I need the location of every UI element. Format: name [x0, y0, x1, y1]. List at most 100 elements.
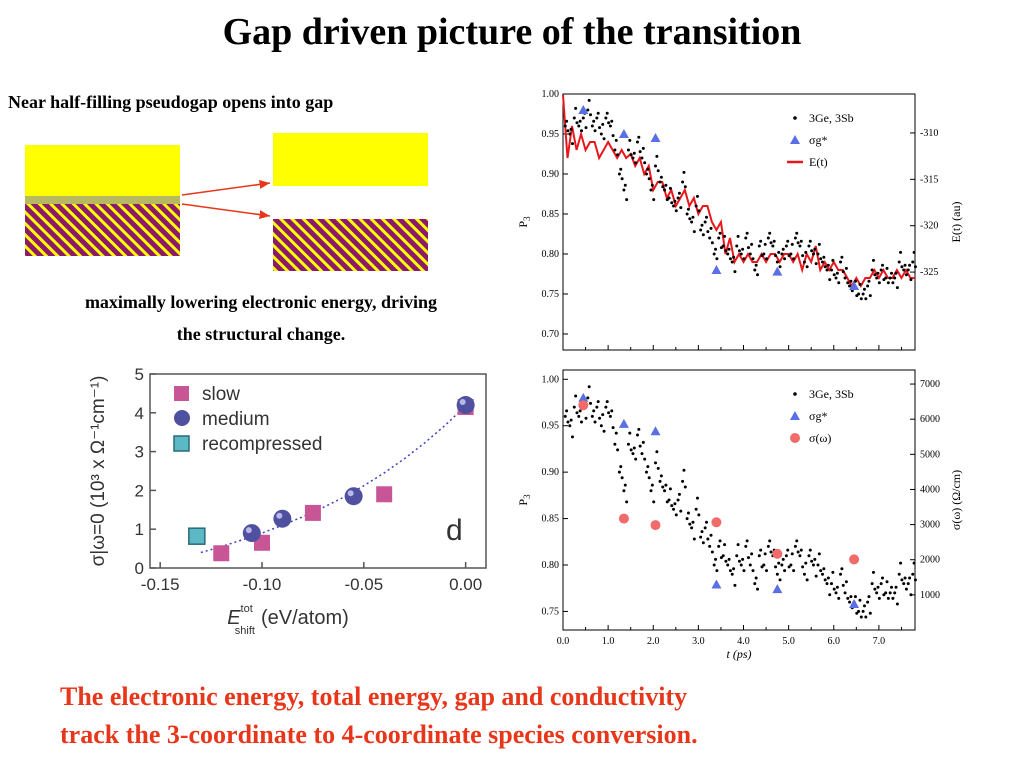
data-dot — [688, 522, 692, 526]
x-tick-label: 3.0 — [692, 636, 705, 647]
data-dot — [793, 236, 797, 240]
data-dot — [663, 489, 667, 493]
data-dot — [610, 409, 614, 413]
sigma-omega-point — [711, 517, 722, 528]
data-dot — [728, 257, 732, 261]
data-dot — [857, 609, 861, 613]
data-dot — [877, 281, 881, 285]
x-tick-label: 0.0 — [557, 636, 570, 647]
data-dot — [705, 520, 709, 524]
data-dot — [656, 466, 660, 470]
sigma-g-triangle — [772, 584, 783, 594]
data-dot — [664, 183, 668, 187]
data-dot — [808, 239, 812, 243]
data-dot — [683, 485, 687, 489]
legend-triangle — [790, 135, 800, 144]
data-dot — [792, 257, 796, 261]
data-dot — [699, 535, 703, 539]
data-dot — [736, 234, 740, 238]
data-dot — [822, 255, 826, 259]
data-dot — [565, 409, 569, 413]
data-dot — [577, 414, 581, 418]
data-dot — [828, 593, 832, 597]
y-tick-label: 0.75 — [542, 289, 560, 300]
data-dot — [861, 292, 865, 296]
data-dot — [673, 502, 677, 506]
data-dot — [876, 271, 880, 275]
data-dot — [897, 260, 901, 264]
data-dot — [891, 281, 895, 285]
y-axis-label: P3 — [516, 494, 532, 506]
data-dot — [906, 268, 910, 272]
arrow-to-valence — [181, 203, 271, 220]
data-dot — [613, 442, 617, 446]
right-valence-band — [273, 219, 428, 271]
y-tick-label: 0.90 — [542, 467, 560, 478]
data-dot — [626, 148, 630, 152]
data-dot — [578, 119, 582, 123]
data-dot — [778, 578, 782, 582]
legend-marker — [174, 386, 189, 401]
data-dot — [783, 257, 787, 261]
data-dot — [673, 199, 677, 203]
data-dot — [768, 231, 772, 235]
data-dot — [841, 583, 845, 587]
data-dot — [686, 207, 690, 211]
data-dot — [604, 405, 608, 409]
caption-line-1: maximally lowering electronic energy, dr… — [84, 292, 438, 312]
sigma-omega-point — [650, 520, 661, 531]
data-dot — [681, 180, 685, 184]
data-dot — [670, 504, 674, 508]
data-dot — [859, 615, 863, 619]
data-dot — [897, 572, 901, 576]
data-dot — [663, 188, 667, 192]
data-dot — [744, 236, 748, 240]
data-dot — [858, 598, 862, 602]
data-dot — [862, 287, 866, 291]
data-dot — [699, 228, 703, 232]
data-dot — [819, 569, 823, 573]
data-dot — [739, 563, 743, 567]
y-tick-label: 1.00 — [542, 374, 560, 385]
band-schematic-caption: maximally lowering electronic energy, dr… — [8, 286, 514, 350]
data-dot — [762, 252, 766, 256]
data-dot — [697, 513, 701, 517]
data-dot — [706, 230, 710, 234]
data-dot — [826, 576, 830, 580]
data-dot — [871, 570, 875, 574]
data-dot — [703, 526, 707, 530]
data-dot — [908, 263, 912, 267]
data-dot — [775, 260, 779, 264]
data-dot — [652, 198, 656, 202]
x-tick-label: 2.0 — [647, 636, 660, 647]
x-tick-label: 5.0 — [782, 636, 795, 647]
sigma-g-triangle — [772, 266, 783, 276]
data-dot — [676, 498, 680, 502]
data-dot — [593, 420, 597, 424]
data-dot — [786, 239, 790, 243]
data-dot — [798, 244, 802, 248]
data-dot — [804, 561, 808, 565]
data-dot — [726, 563, 730, 567]
data-dot — [742, 257, 746, 261]
left-valence-band — [25, 204, 180, 256]
data-dot — [721, 244, 725, 248]
data-dot — [840, 567, 844, 571]
data-dot — [694, 507, 698, 511]
data-dot — [744, 544, 748, 548]
data-dot — [766, 544, 770, 548]
data-dot — [691, 520, 695, 524]
legend-triangle — [790, 411, 800, 420]
data-dot — [640, 156, 644, 160]
data-dot — [616, 448, 620, 452]
data-dot — [739, 252, 743, 256]
data-dot — [877, 596, 881, 600]
point-highlight — [459, 399, 466, 406]
data-dot — [832, 273, 836, 277]
x-tick-label: 0.00 — [449, 575, 482, 594]
data-dot — [848, 600, 852, 604]
data-dot — [817, 552, 821, 556]
data-dot — [895, 602, 899, 606]
data-dot — [913, 578, 917, 582]
chart-top-right: 1.00 0.95 0.90 0.85 0.80 0.75 0.70 P3 -310 -315 -3… — [516, 89, 963, 351]
